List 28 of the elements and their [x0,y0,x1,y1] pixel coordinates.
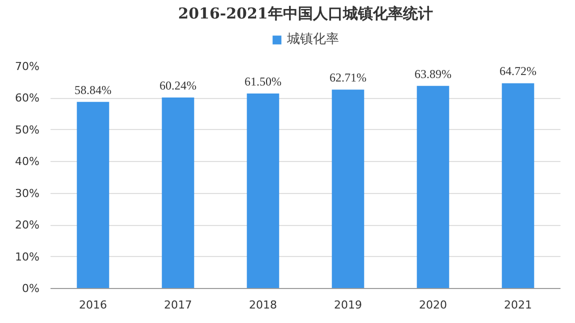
y-tick-label: 70% [15,60,40,73]
y-tick-label: 10% [15,250,40,264]
y-tick-label: 50% [15,123,40,136]
bar [332,90,364,288]
x-tick-label: 2018 [249,298,278,312]
chart-title: 2016-2021年中国人口城镇化率统计 [178,4,433,22]
data-label: 62.71% [330,70,366,85]
data-label: 61.50% [244,74,282,88]
x-tick-label: 2019 [334,298,362,312]
bar [502,83,534,288]
x-tick-label: 2020 [419,298,448,312]
data-label: 58.84% [74,82,112,97]
y-tick-label: 20% [15,218,40,232]
y-tick-label: 60% [15,92,40,105]
legend-label: 城镇化率 [287,31,339,48]
x-tick-label: 2016 [79,298,108,312]
x-tick-label: 2021 [504,298,532,312]
data-label: 60.24% [160,78,196,92]
y-tick-label: 40% [15,155,40,168]
bar [76,102,110,288]
x-tick-label: 2017 [164,298,192,312]
data-label: 63.89% [414,66,452,81]
y-tick-label: 0% [22,282,40,295]
bar [162,97,194,288]
y-tick-label: 30% [15,186,40,200]
data-label: 64.72% [500,64,536,78]
bar [416,86,450,288]
bar [246,93,280,288]
